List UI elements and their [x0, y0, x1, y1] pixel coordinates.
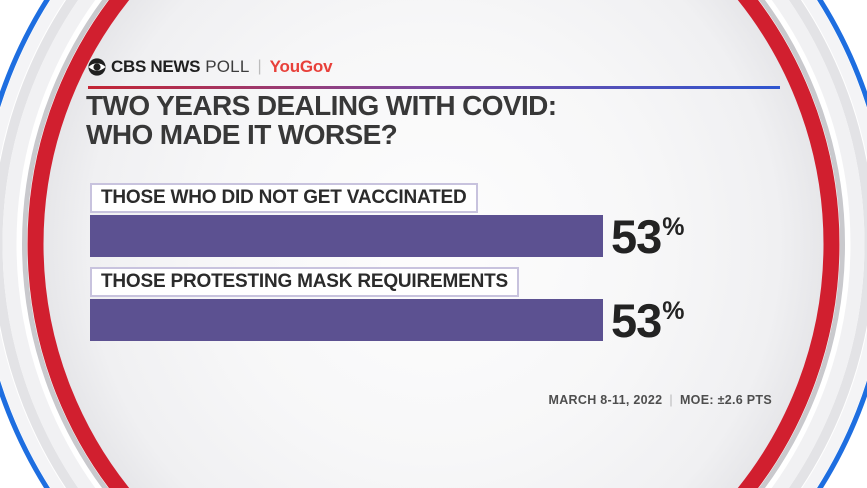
footer-divider: |: [669, 393, 673, 407]
cbs-eye-icon: [88, 58, 106, 76]
poll-date-range: MARCH 8-11, 2022: [548, 393, 663, 407]
bar-label-mask-protesters: THOSE PROTESTING MASK REQUIREMENTS: [90, 267, 520, 297]
percent-sign: %: [662, 212, 685, 241]
header-gradient-rule: [88, 86, 780, 89]
bar-value-mask-protesters: 53 %: [611, 294, 685, 347]
value-number: 53: [611, 293, 662, 347]
brand-divider: |: [257, 58, 262, 75]
cbs-news-wordmark: CBS NEWS: [111, 57, 201, 76]
title-line-2: WHO MADE IT WORSE?: [86, 119, 398, 151]
page-title: TWO YEARS DEALING WITH COVID: WHO MADE I…: [86, 91, 557, 149]
title-line-1: TWO YEARS DEALING WITH COVID:: [86, 90, 557, 121]
bar-label-unvaccinated: THOSE WHO DID NOT GET VACCINATED: [90, 183, 478, 213]
percent-sign: %: [662, 296, 685, 325]
margin-of-error: MOE: ±2.6 PTS: [679, 393, 772, 407]
poll-label: POLL: [205, 57, 250, 76]
bar-value-unvaccinated: 53 %: [611, 210, 685, 263]
footer-source-line: MARCH 8-11, 2022 | MOE: ±2.6 PTS: [0, 393, 772, 407]
brand-row: CBS NEWS POLL | YouGov: [88, 56, 333, 78]
bar-unvaccinated: [90, 215, 603, 257]
value-number: 53: [611, 209, 662, 263]
bar-mask-protesters: [90, 299, 603, 341]
yougov-wordmark: YouGov: [269, 57, 333, 76]
